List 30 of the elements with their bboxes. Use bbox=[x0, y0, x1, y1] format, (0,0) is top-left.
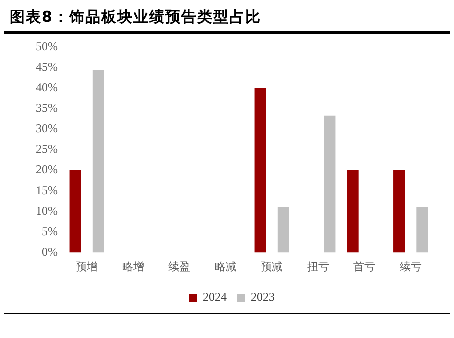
legend-label: 2023 bbox=[251, 290, 275, 304]
bar bbox=[70, 170, 82, 253]
y-tick-label: 15% bbox=[36, 183, 58, 198]
y-tick-label: 25% bbox=[36, 142, 58, 156]
x-tick-label: 扭亏 bbox=[307, 260, 330, 274]
x-tick-label: 预减 bbox=[261, 260, 284, 274]
bar bbox=[92, 70, 104, 253]
x-tick-label: 首亏 bbox=[354, 260, 376, 274]
x-tick-label: 续亏 bbox=[400, 260, 422, 274]
legend-label: 2024 bbox=[203, 290, 227, 304]
y-tick-label: 30% bbox=[36, 122, 58, 136]
bar bbox=[347, 170, 359, 253]
bar bbox=[324, 116, 336, 253]
bar bbox=[254, 88, 266, 253]
y-tick-label: 50% bbox=[36, 39, 58, 54]
y-tick-label: 35% bbox=[36, 101, 58, 116]
y-tick-label: 10% bbox=[36, 204, 58, 218]
bar bbox=[416, 207, 428, 253]
y-tick-label: 45% bbox=[36, 60, 58, 74]
bar bbox=[394, 170, 406, 253]
chart-title: 图表8：饰品板块业绩预告类型占比 bbox=[4, 0, 450, 34]
x-tick-label: 预增 bbox=[76, 260, 98, 274]
x-tick-label: 略减 bbox=[214, 260, 237, 274]
y-tick-label: 5% bbox=[42, 224, 58, 238]
x-tick-label: 续盈 bbox=[168, 260, 191, 274]
y-tick-label: 20% bbox=[36, 162, 58, 177]
x-tick-label: 略增 bbox=[122, 260, 144, 274]
bar bbox=[278, 207, 290, 253]
y-tick-label: 0% bbox=[42, 244, 58, 259]
y-tick-label: 40% bbox=[36, 80, 58, 94]
